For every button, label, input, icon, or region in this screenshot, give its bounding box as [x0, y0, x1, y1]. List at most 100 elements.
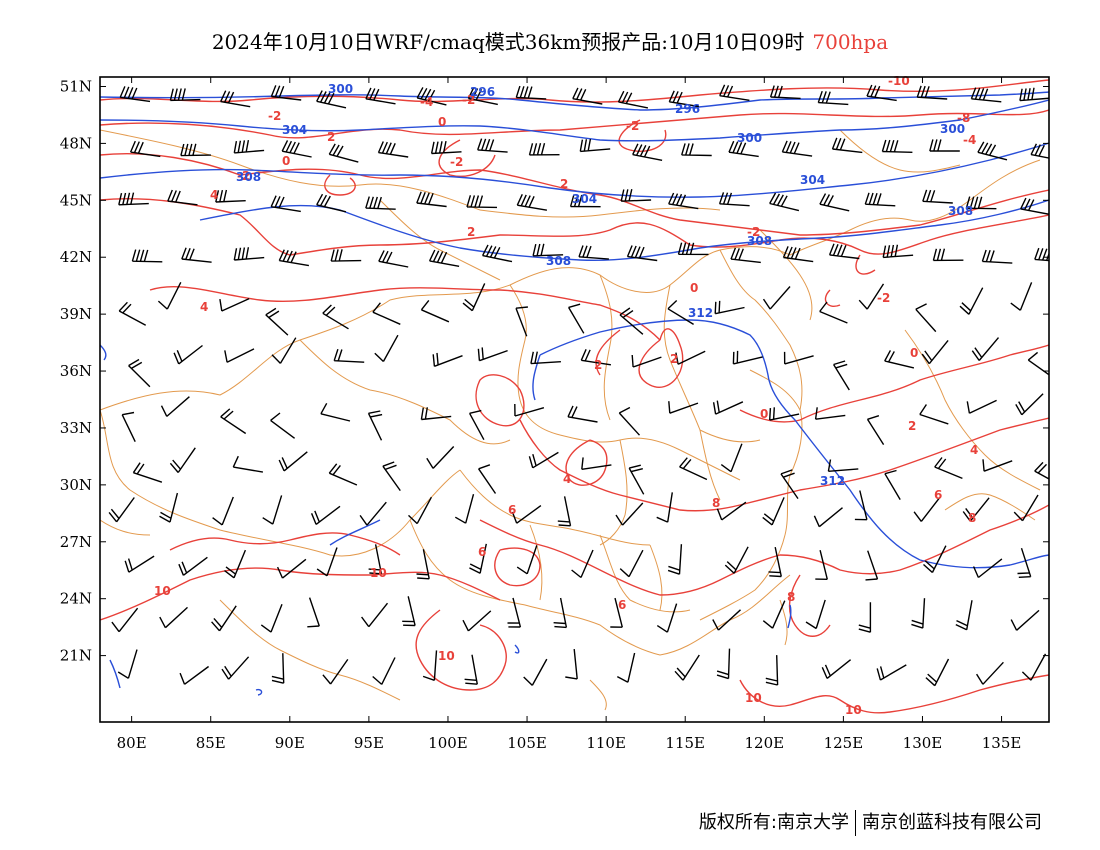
wind-barb [972, 558, 1003, 579]
y-tick-label: 27N [60, 533, 92, 551]
wind-barb [468, 409, 485, 441]
wind-barb [724, 546, 749, 574]
wind-barb [982, 459, 1013, 472]
wind-barb [159, 492, 179, 523]
wind-barb [507, 597, 522, 628]
height-label: 304 [572, 192, 597, 206]
wind-barb [118, 192, 149, 206]
wind-barb [270, 195, 301, 213]
wind-barb [365, 196, 396, 210]
temp-label: -2 [877, 291, 890, 305]
wind-barb [408, 496, 433, 525]
wind-barb [260, 603, 283, 633]
plot-frame [99, 76, 1050, 723]
wind-barb [368, 544, 383, 575]
wind-barb [677, 242, 709, 256]
wind-barb [469, 543, 487, 574]
temp-label: 10 [845, 703, 862, 717]
wind-barb [265, 307, 289, 336]
y-tick-label: 24N [60, 590, 92, 608]
temp-label: 2 [327, 130, 335, 144]
wind-barb [866, 84, 897, 102]
wind-barb [631, 354, 662, 368]
wind-barb [557, 496, 572, 527]
x-tick-label: 130E [903, 734, 943, 752]
x-tick-label: 105E [507, 734, 547, 752]
wind-barb [667, 544, 683, 575]
x-tick-label: 110E [586, 734, 626, 752]
temp-label: -2 [237, 169, 250, 183]
x-tick-label: 120E [745, 734, 785, 752]
wind-barb [307, 597, 320, 628]
temp-label: 0 [282, 154, 290, 168]
wind-barb [232, 455, 264, 473]
wind-barb [915, 303, 937, 333]
wind-barb [923, 545, 947, 574]
wind-barb [1034, 247, 1049, 262]
wind-barb [367, 410, 383, 441]
wind-barb [1010, 282, 1033, 311]
x-tick-label: 80E [117, 734, 147, 752]
wind-barb [422, 650, 438, 681]
wind-barb [374, 334, 399, 363]
temp-label: 10 [154, 584, 171, 598]
height-label: 304 [800, 173, 825, 187]
wind-barb [959, 287, 984, 315]
wind-barb [805, 599, 826, 630]
temp-label: 8 [787, 590, 795, 604]
temp-label: -8 [957, 111, 970, 125]
wind-barb [118, 301, 147, 326]
wind-barb [815, 550, 828, 580]
wind-barb [377, 141, 409, 158]
temp-label: 0 [690, 281, 698, 295]
temp-label: 6 [508, 503, 516, 517]
wind-barb [420, 299, 450, 323]
temp-label: 4 [210, 188, 218, 202]
wind-barb [221, 656, 250, 680]
wind-barb [970, 87, 1002, 103]
temp-label: 2 [467, 225, 475, 239]
wind-barb [656, 603, 678, 633]
wind-barb [124, 555, 155, 573]
wind-barb [865, 550, 879, 581]
wind-barb [581, 457, 612, 470]
wind-barb [828, 243, 860, 260]
y-axis: 51N 48N 45N 42N 39N 36N 33N 30N 27N 24N 21N [60, 77, 1049, 665]
wind-barb [712, 609, 741, 631]
x-tick-label: 135E [982, 734, 1022, 752]
wind-barb [882, 244, 914, 259]
copyright-text: 版权所有:南京大学 [698, 812, 849, 833]
y-tick-label: 39N [60, 305, 92, 323]
wind-barbs [108, 84, 1049, 687]
wind-barb [668, 90, 700, 108]
wind-barb [768, 546, 782, 578]
x-axis: 80E 85E 90E 95E 100E 105E 110E 115E 120E 125E 130E… [117, 77, 1022, 752]
wind-barb [372, 657, 396, 685]
temp-label: -2 [462, 93, 475, 107]
wind-barb [720, 443, 743, 473]
wind-barb [1034, 461, 1049, 480]
wind-barb [858, 283, 885, 310]
wind-barb [270, 412, 296, 439]
wind-barb [167, 189, 198, 206]
wind-barb [224, 348, 255, 363]
height-label: 308 [747, 234, 772, 248]
wind-barb [478, 464, 497, 494]
height-label: 300 [737, 131, 762, 145]
wind-barb [674, 654, 700, 681]
wind-barb [464, 654, 478, 685]
height-label: 300 [328, 82, 353, 96]
wind-barb [432, 352, 463, 367]
wind-barb [716, 501, 747, 521]
temp-label: 6 [478, 545, 486, 559]
wind-barb [971, 337, 1000, 361]
wind-barb [233, 247, 265, 261]
geopotential-contour-labels: 300 296 304 300 296 300 304 304 308 308 … [236, 82, 973, 488]
wind-barb [916, 85, 948, 100]
wind-barb [516, 194, 548, 211]
temp-label: 10 [370, 566, 387, 580]
wind-barb [281, 140, 312, 158]
map-title: 2024年10月10日WRF/cmaq模式36km预报产品:10月10日09时 7… [0, 26, 1100, 55]
wind-barb [618, 406, 641, 436]
wind-barb [316, 193, 347, 213]
